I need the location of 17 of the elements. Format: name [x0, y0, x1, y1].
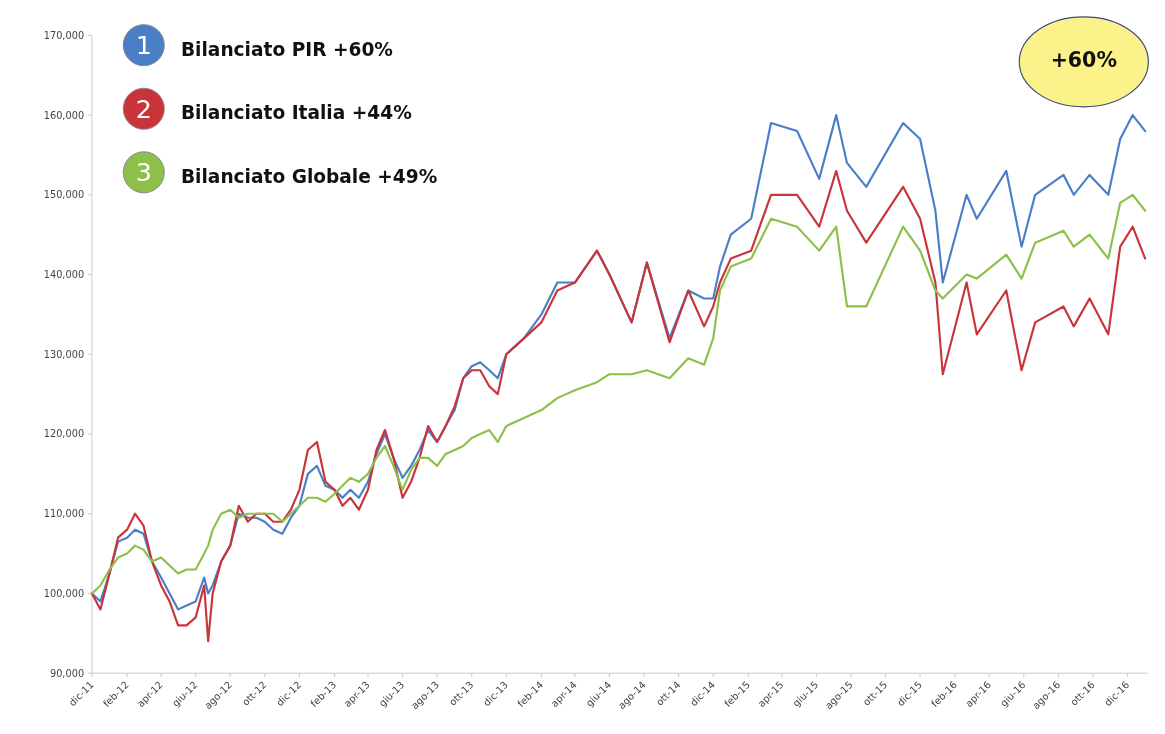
legend-label: Bilanciato Italia +44% — [180, 102, 413, 124]
annotation: 2 — [135, 93, 152, 124]
y-tick-label: 120,000 — [43, 428, 85, 440]
y-tick-label: 160,000 — [43, 109, 85, 121]
y-tick-label: 140,000 — [43, 268, 85, 280]
annotation: 1 — [135, 30, 152, 61]
y-tick-label: 90,000 — [49, 667, 85, 679]
annotation: +60% — [1050, 48, 1118, 73]
y-tick-label: 170,000 — [43, 29, 85, 41]
y-tick-label: 130,000 — [43, 348, 85, 360]
line-series — [90, 193, 1147, 595]
y-tick-label: 100,000 — [43, 587, 85, 599]
y-tick-label: 110,000 — [43, 508, 85, 520]
annotation: 3 — [135, 157, 152, 188]
legend-label: Bilanciato PIR +60% — [180, 38, 394, 60]
y-tick-label: 150,000 — [43, 189, 85, 201]
legend-label: Bilanciato Globale +49% — [180, 165, 438, 187]
